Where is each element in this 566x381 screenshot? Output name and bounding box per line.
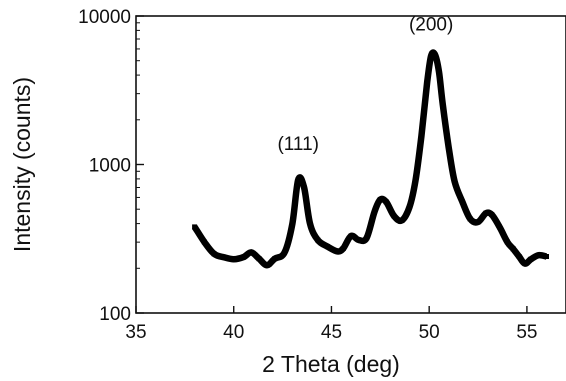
data-point bbox=[307, 221, 313, 227]
data-point bbox=[446, 145, 452, 151]
ticks-layer: 35 40 45 50 55 100 1000 10000 bbox=[78, 7, 537, 343]
data-point bbox=[221, 254, 227, 260]
data-point bbox=[282, 250, 287, 256]
data-point bbox=[483, 210, 489, 216]
data-point bbox=[289, 221, 295, 227]
plot-frame bbox=[135, 15, 566, 314]
data-point bbox=[256, 256, 262, 262]
data-point bbox=[241, 254, 246, 260]
data-point bbox=[475, 219, 481, 225]
data-point bbox=[383, 199, 389, 205]
data-point bbox=[413, 178, 418, 183]
data-point bbox=[295, 177, 301, 183]
data-point bbox=[504, 239, 510, 245]
data-point bbox=[192, 224, 198, 230]
x-tick-label: 35 bbox=[125, 322, 146, 343]
data-point bbox=[325, 244, 330, 250]
y-tick-label: 100 bbox=[99, 304, 131, 325]
data-point bbox=[377, 197, 383, 203]
data-point bbox=[211, 251, 217, 257]
data-point bbox=[391, 213, 397, 219]
y-tick-label: 1000 bbox=[89, 156, 131, 177]
x-tick-label: 40 bbox=[223, 322, 244, 343]
data-point bbox=[516, 254, 522, 259]
data-point bbox=[272, 256, 278, 262]
data-point bbox=[264, 262, 270, 268]
data-point bbox=[452, 178, 458, 184]
data-point bbox=[399, 217, 405, 223]
data-point bbox=[418, 133, 424, 139]
data-point bbox=[489, 212, 495, 218]
data-point bbox=[544, 254, 549, 259]
series-layer bbox=[191, 49, 549, 269]
x-tick-label: 45 bbox=[321, 322, 342, 343]
data-point bbox=[510, 246, 516, 252]
x-tick-label: 50 bbox=[419, 322, 440, 343]
data-point bbox=[536, 252, 542, 258]
data-point bbox=[356, 237, 362, 243]
data-point bbox=[497, 224, 502, 230]
x-axis-title: 2 Theta (deg) bbox=[262, 351, 400, 377]
x-tick-label: 55 bbox=[516, 322, 537, 343]
peak-annotation: (111) bbox=[277, 134, 319, 155]
data-point bbox=[459, 199, 465, 205]
data-point bbox=[467, 216, 473, 222]
data-point bbox=[407, 204, 413, 210]
data-point bbox=[440, 102, 446, 108]
data-point bbox=[201, 239, 207, 245]
data-point bbox=[334, 248, 340, 254]
series-line bbox=[191, 49, 548, 269]
data-point bbox=[372, 209, 377, 215]
data-point bbox=[340, 246, 346, 251]
data-point bbox=[301, 185, 307, 190]
data-point bbox=[364, 235, 370, 241]
data-point bbox=[528, 256, 534, 262]
data-point bbox=[432, 52, 438, 58]
y-tick-label: 10000 bbox=[78, 7, 131, 28]
data-point bbox=[315, 237, 321, 243]
data-point bbox=[428, 53, 434, 59]
annotation-layer: (111) (200) bbox=[277, 14, 453, 155]
data-point bbox=[231, 256, 237, 262]
peak-annotation: (200) bbox=[409, 14, 453, 35]
y-axis-title: Intensity (counts) bbox=[9, 77, 35, 252]
data-point bbox=[348, 233, 354, 239]
data-point bbox=[436, 69, 442, 75]
data-point bbox=[248, 249, 254, 255]
data-point bbox=[424, 79, 430, 85]
data-point bbox=[522, 261, 528, 267]
